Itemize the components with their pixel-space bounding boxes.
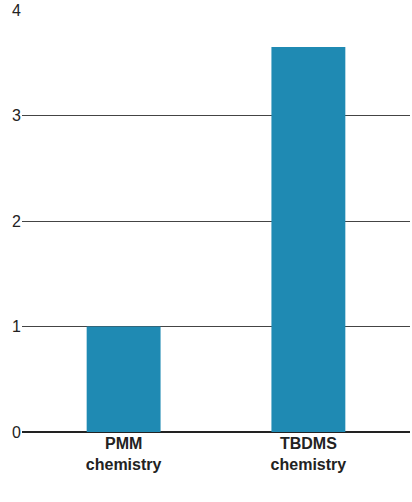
svg-text:0: 0	[12, 424, 21, 441]
svg-text:4: 4	[12, 2, 21, 19]
svg-text:2: 2	[12, 213, 21, 230]
svg-text:3: 3	[12, 107, 21, 124]
svg-text:TBDMSchemistry: TBDMSchemistry	[271, 435, 347, 473]
svg-text:1: 1	[12, 318, 21, 335]
svg-text:PMMchemistry: PMMchemistry	[86, 435, 162, 473]
